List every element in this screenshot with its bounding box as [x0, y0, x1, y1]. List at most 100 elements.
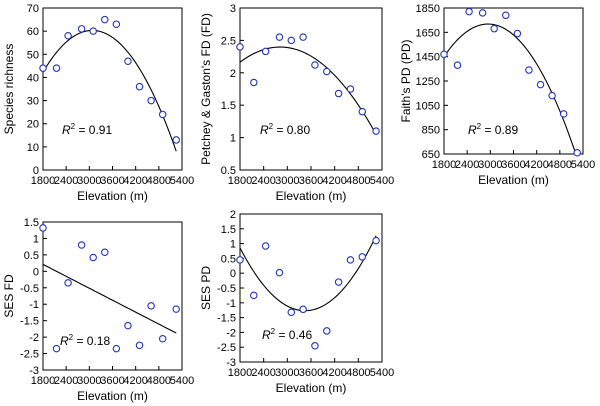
x-tick-label: 1800 [432, 159, 456, 171]
r-squared-label: R2 = 0.80 [260, 122, 310, 137]
x-axis-title: Elevation (m) [478, 173, 549, 187]
y-tick-label: 70 [27, 3, 39, 15]
y-tick-label: 2 [230, 68, 236, 80]
y-tick-label: -1.5 [20, 316, 39, 328]
data-point [334, 278, 343, 286]
y-tick-label: -2 [29, 332, 39, 344]
y-tick-label: 2 [230, 209, 236, 221]
x-axis-title: Elevation (m) [276, 189, 347, 203]
x-axis-title: Elevation (m) [77, 189, 148, 203]
data-point [323, 67, 331, 76]
x-tick-label: 4800 [346, 367, 370, 379]
data-point [573, 149, 581, 157]
data-point [311, 341, 319, 350]
data-point [147, 96, 155, 105]
data-point [172, 136, 180, 144]
data-point [372, 127, 380, 135]
x-tick-label: 3000 [77, 175, 101, 187]
y-axis-title: SES PD [199, 266, 213, 310]
data-point [453, 61, 462, 69]
data-point [135, 82, 144, 91]
data-point [147, 302, 155, 310]
y-tick-label: 10 [27, 142, 39, 154]
r-squared-label: R2 = 0.46 [262, 327, 312, 342]
x-tick-label: 5400 [571, 159, 595, 171]
x-tick-label: 3000 [478, 159, 502, 171]
data-point [502, 11, 510, 20]
y-tick-label: -2 [226, 327, 236, 339]
x-tick-label: 4200 [123, 175, 147, 187]
x-axis-title: Elevation (m) [77, 389, 148, 403]
y-tick-label: 0.5 [24, 250, 39, 262]
data-point [52, 64, 61, 72]
panel-2: 1800 2400 3000 3600 4200 4800 5400 0.5 1 1.5 2 2.5 3… [199, 3, 394, 203]
plot-frame [239, 7, 383, 171]
data-point [275, 268, 284, 277]
y-tick-label: 1250 [416, 76, 440, 88]
data-point [236, 256, 244, 264]
x-tick-label: 3600 [299, 175, 323, 187]
fit-line [43, 29, 177, 152]
y-axis-title: Faith's PD (PD) [399, 40, 413, 123]
x-tick-label: 3600 [100, 375, 124, 387]
x-tick-label: 3000 [275, 367, 299, 379]
data-point [158, 110, 167, 119]
x-tick-label: 5400 [370, 367, 394, 379]
y-tick-label: 850 [422, 125, 440, 137]
data-point [101, 15, 109, 24]
x-tick-label: 1800 [228, 175, 252, 187]
x-tick-label: 2400 [455, 159, 479, 171]
data-point [346, 256, 355, 264]
fit-line [43, 263, 177, 334]
r-squared-label: R2 = 0.89 [468, 122, 518, 137]
data-point [440, 50, 448, 58]
data-point [64, 279, 72, 287]
x-tick-label: 5400 [170, 375, 194, 387]
x-tick-label: 5400 [170, 175, 194, 187]
data-point [525, 66, 533, 74]
data-point [287, 308, 296, 317]
y-tick-label: 0.5 [221, 253, 236, 265]
x-tick-label: 1800 [31, 375, 55, 387]
y-tick-label: 0 [33, 165, 39, 177]
data-point [124, 57, 132, 65]
data-point [124, 321, 132, 330]
data-point [346, 85, 355, 93]
data-point [490, 24, 498, 33]
x-tick-label: 3600 [100, 175, 124, 187]
data-point [77, 241, 86, 249]
y-axis-title: Petchey & Gaston's FD (FD) [199, 13, 213, 165]
data-point [236, 43, 244, 51]
x-tick-label: 4200 [123, 375, 147, 387]
y-tick-label: 3 [230, 3, 236, 15]
y-tick-label: 0 [33, 266, 39, 278]
x-tick-label: 4200 [322, 367, 346, 379]
data-point [101, 248, 109, 257]
y-tick-label: 1.5 [24, 217, 39, 229]
y-tick-label: -0.5 [20, 283, 39, 295]
y-axis-title: SES FD [2, 274, 16, 318]
x-tick-label: 4800 [147, 375, 171, 387]
data-point [250, 78, 258, 87]
fit-line [444, 23, 577, 154]
x-tick-label: 2400 [251, 367, 275, 379]
x-tick-label: 1800 [228, 367, 252, 379]
x-tick-label: 3000 [77, 375, 101, 387]
r-squared-label: R2 = 0.91 [62, 122, 112, 137]
y-tick-label: 1 [33, 233, 39, 245]
data-point [172, 305, 180, 313]
x-tick-label: 4800 [548, 159, 572, 171]
x-tick-label: 3600 [299, 367, 323, 379]
data-point [112, 344, 121, 353]
y-tick-label: 1650 [416, 27, 440, 39]
data-point [548, 91, 556, 100]
data-point [39, 64, 47, 72]
data-point [89, 27, 97, 35]
x-tick-label: 4800 [346, 175, 370, 187]
data-point [135, 341, 144, 350]
data-point [39, 224, 47, 232]
y-tick-label: -2.5 [20, 349, 39, 361]
